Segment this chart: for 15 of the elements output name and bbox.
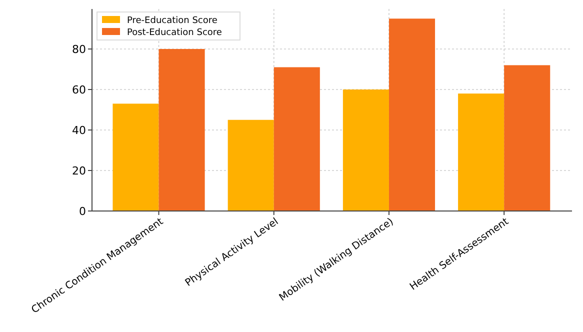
- bar: [112, 104, 159, 211]
- bar: [228, 120, 274, 211]
- legend-label: Post-Education Score: [127, 28, 222, 38]
- bar: [504, 65, 550, 211]
- y-tick-label: 0: [79, 204, 86, 218]
- bar: [388, 18, 436, 211]
- y-tick-label: 20: [72, 164, 86, 178]
- bar: [158, 48, 205, 211]
- bar: [274, 67, 320, 211]
- bar: [342, 89, 389, 211]
- bar: [458, 94, 504, 211]
- y-tick-label: 40: [72, 124, 86, 137]
- y-tick-label: 60: [72, 83, 86, 96]
- legend-label: Pre-Education Score: [127, 16, 218, 26]
- y-tick-label: 80: [72, 42, 86, 56]
